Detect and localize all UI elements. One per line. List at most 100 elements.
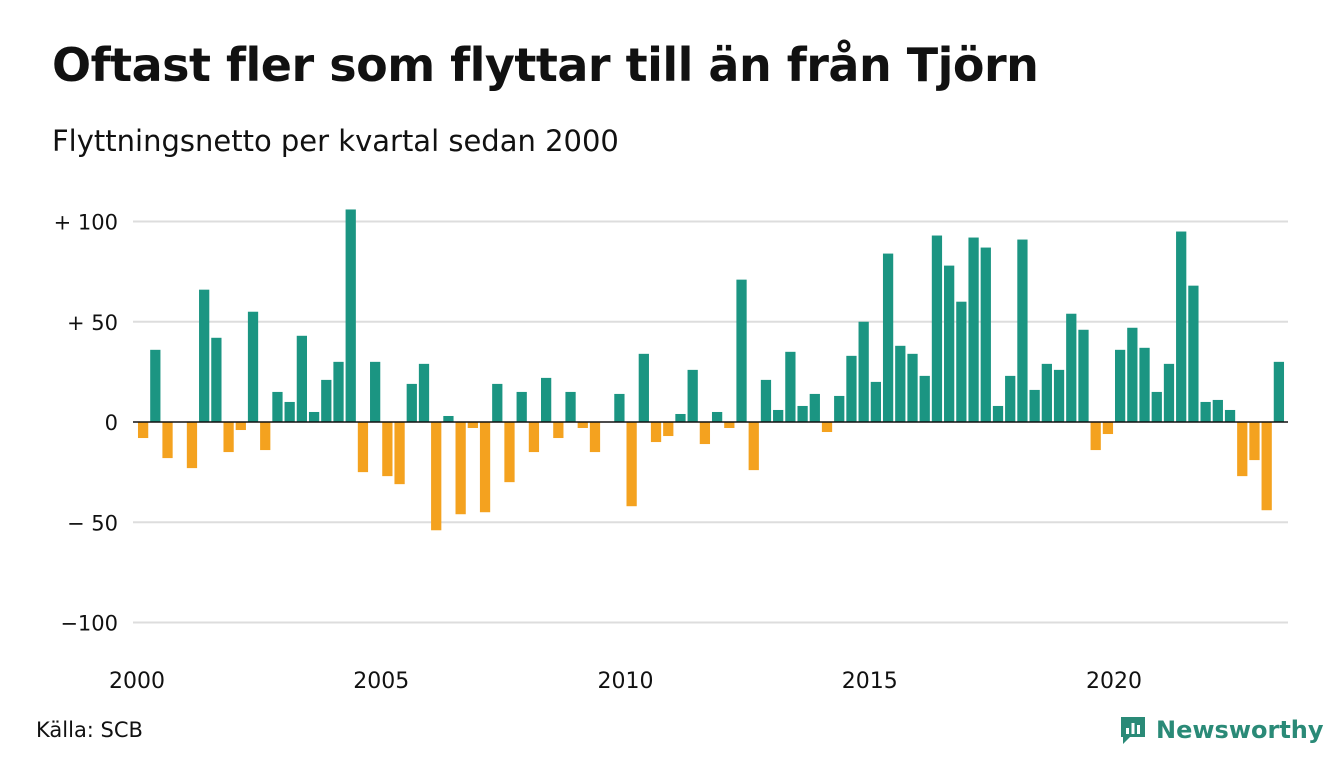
bar [858,321,869,422]
bar [137,422,149,439]
bar [907,353,918,422]
bar [944,265,955,422]
bar [492,383,503,422]
bar [479,422,491,513]
bar [663,422,674,437]
bar [406,383,417,422]
bar [370,361,381,422]
bar [638,353,649,422]
brand-name: Newsworthy [1156,716,1324,744]
bar [357,422,369,473]
bar [284,401,295,422]
bar [162,422,173,459]
bar [345,209,356,422]
grid-lines [133,220,1288,624]
bar [1261,422,1272,511]
bar [1139,347,1150,422]
bar [382,422,393,477]
bar [528,422,540,453]
bar [1249,422,1260,461]
bar [272,391,283,422]
bar [455,422,466,515]
bar [223,422,234,453]
bar [394,422,405,485]
bar [724,422,735,429]
bar [431,422,442,531]
bar [308,411,320,422]
bar [895,345,906,422]
bar [296,335,307,422]
bar [711,411,723,422]
bar [736,279,747,422]
bar [748,422,759,471]
bar [504,422,515,483]
bar [968,237,979,422]
bar [150,349,161,422]
bar [418,363,430,422]
bar [650,422,662,443]
bar [809,393,820,422]
bar [834,395,845,422]
bar [1041,363,1052,422]
bar [626,422,637,507]
bar [541,377,552,422]
bar [1017,239,1028,422]
bar [516,391,527,422]
bar [846,355,857,422]
bar [870,381,881,422]
bar [956,301,967,422]
bar [980,247,991,422]
bar [321,379,332,422]
chart-title: Oftast fler som flyttar till än från Tjö… [52,38,1039,92]
bar [1102,422,1114,435]
bar [553,422,564,439]
bars [137,209,1285,531]
x-tick-label: 2010 [598,669,654,694]
bar [1273,361,1285,422]
bar [1151,391,1162,422]
bar [235,422,246,431]
bar [1224,409,1236,422]
y-tick-label: − 50 [67,511,118,535]
bar [1176,231,1187,422]
bar-chart: + 100 + 50 0 − 50 −100 2000 2005 2010 2015 2020 [54,209,1288,694]
bar [1090,422,1101,451]
bar [443,415,454,422]
y-tick-labels: + 100 + 50 0 − 50 −100 [54,211,118,636]
bar [992,405,1004,422]
y-tick-label: 0 [105,411,118,435]
y-tick-label: −100 [60,612,118,636]
bar [797,405,808,422]
bar [675,413,686,422]
bar [1053,369,1065,422]
bar [614,393,625,422]
bar [699,422,711,445]
bar [1078,329,1089,422]
bar [760,379,772,422]
bar [919,375,930,422]
bar [199,289,210,422]
bar [467,422,478,429]
bar [260,422,271,451]
bar [211,337,222,422]
bar [785,351,796,422]
bar [687,369,698,422]
x-tick-label: 2020 [1086,669,1142,694]
bar [773,409,784,422]
bar [1115,349,1126,422]
bar [1029,389,1040,422]
bar [1200,401,1211,422]
bar [577,422,588,429]
source-label: Källa: SCB [36,718,143,742]
bar [247,311,259,422]
bar [882,253,894,422]
bar [565,391,576,422]
bar [1066,313,1077,422]
bar [589,422,601,453]
bar [1005,375,1016,422]
bar [931,235,943,422]
x-tick-label: 2015 [842,669,898,694]
x-tick-label: 2000 [109,669,165,694]
bar [186,422,198,469]
chart-subtitle: Flyttningsnetto per kvartal sedan 2000 [52,124,619,158]
